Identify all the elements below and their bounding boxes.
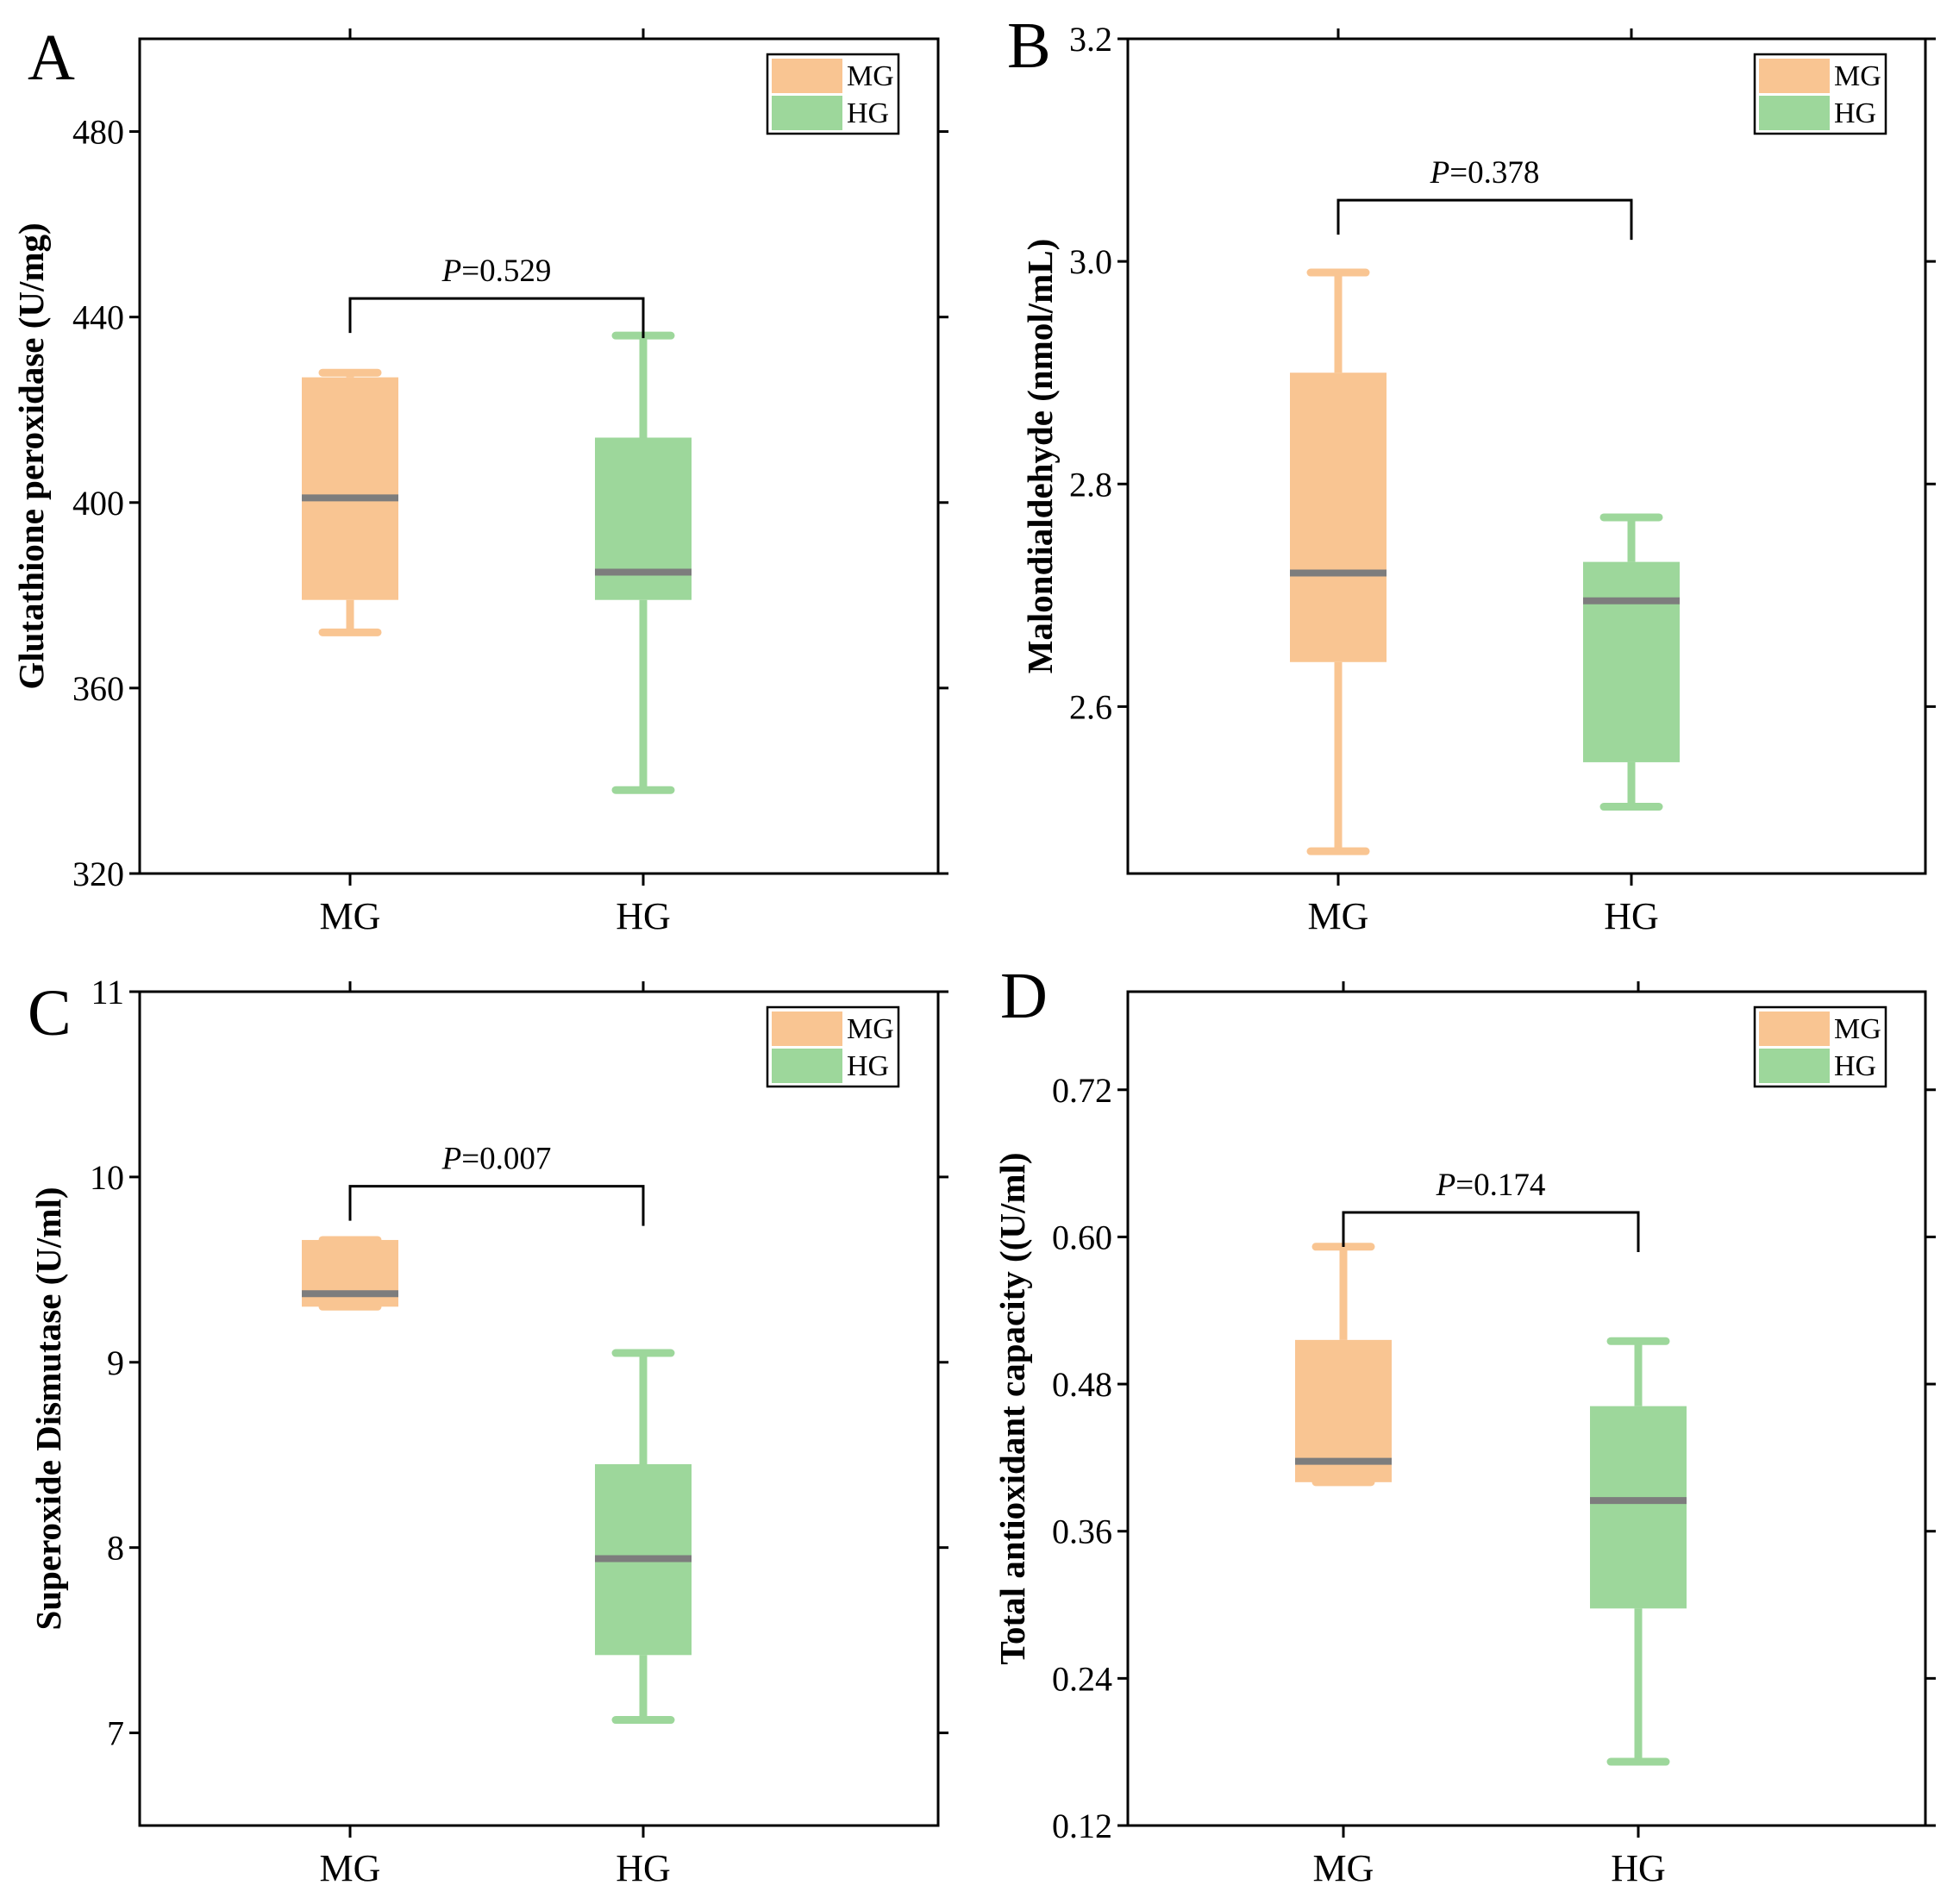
y-axis-title: Total antioxidant capacity ((U/ml) (992, 1152, 1032, 1664)
p-value-label: P=0.529 (441, 254, 552, 289)
p-value-label: P=0.007 (441, 1142, 552, 1177)
legend-label-hg: HG (1834, 1050, 1876, 1082)
p-value: =0.529 (461, 254, 551, 289)
legend-label-mg: MG (1834, 60, 1881, 92)
legend-label-hg: HG (1834, 97, 1876, 129)
legend-swatch-mg (1759, 1012, 1830, 1046)
plot-frame (1126, 990, 1927, 1827)
plot-frame (1126, 37, 1927, 875)
panel-b: B 2.6 2.8 3.0 3.2 MG HG Malondialdehyde (nmol/m… (1007, 9, 1936, 937)
x-category-label: HG (1611, 1847, 1666, 1889)
y-tick-label: 0.72 (1052, 1071, 1112, 1110)
x-category-label: MG (1313, 1847, 1374, 1889)
y-tick-label: 0.12 (1052, 1807, 1112, 1845)
x-category-label: HG (1604, 895, 1659, 937)
significance-bracket (1336, 198, 1633, 241)
panel-a: A 320 360 400 440 480 MG HG Glutathione peroxida… (11, 22, 948, 937)
box-iqr (1583, 561, 1680, 762)
y-axis-title: Malondialdehyde (nmol/mL) (1020, 239, 1060, 674)
y-tick-label: 360 (72, 669, 124, 708)
legend-swatch-mg (1759, 59, 1830, 93)
box-mg (1295, 1243, 1392, 1487)
panel-letter: B (1007, 9, 1051, 82)
legend-swatch-hg (1759, 96, 1830, 130)
p-value: =0.378 (1449, 155, 1539, 191)
box-iqr (595, 437, 692, 600)
panel-letter: A (28, 22, 75, 94)
box-mg (1290, 268, 1387, 855)
panel-letter: C (28, 977, 72, 1049)
y-tick-label: 7 (107, 1714, 124, 1753)
x-category-label: MG (320, 895, 381, 937)
y-tick-label: 2.6 (1069, 687, 1112, 726)
y-tick-label: 3.0 (1069, 242, 1112, 281)
y-tick-label: 9 (107, 1343, 124, 1382)
legend-swatch-hg (772, 1049, 842, 1083)
y-axis-title: Glutathione peroxidase (U/mg) (11, 222, 51, 689)
legend-label-mg: MG (847, 60, 894, 92)
p-symbol: P (1436, 1168, 1456, 1203)
y-tick-label: 400 (72, 484, 124, 523)
legend-swatch-mg (772, 59, 842, 93)
panel-d: D 0.12 0.24 0.36 0.48 0.60 0.72 MG HG Total antio… (992, 960, 1936, 1889)
y-tick-label: 0.60 (1052, 1218, 1112, 1256)
p-symbol: P (441, 254, 462, 289)
legend-label-mg: MG (1834, 1013, 1881, 1045)
legend-swatch-mg (772, 1012, 842, 1046)
box-hg (595, 331, 692, 794)
y-tick-label: 0.36 (1052, 1513, 1112, 1551)
significance-bracket (348, 1185, 645, 1226)
box-hg (1590, 1337, 1687, 1766)
y-tick-label: 8 (107, 1529, 124, 1568)
legend-label-mg: MG (847, 1013, 894, 1045)
x-category-label: MG (1308, 895, 1369, 937)
p-value: =0.007 (461, 1142, 551, 1177)
box-iqr (1590, 1406, 1687, 1609)
p-symbol: P (1430, 155, 1450, 191)
significance-bracket (348, 297, 645, 339)
box-hg (1583, 513, 1680, 811)
y-tick-label: 10 (90, 1158, 124, 1197)
panel-letter: D (1000, 960, 1048, 1032)
x-category-label: MG (320, 1847, 381, 1889)
p-value: =0.174 (1455, 1168, 1545, 1203)
box-mg (302, 1236, 398, 1311)
p-value-label: P=0.378 (1430, 155, 1540, 191)
legend-label-hg: HG (847, 1050, 889, 1082)
y-tick-label: 3.2 (1069, 20, 1112, 59)
plot-frame (138, 990, 940, 1827)
plot-frame (138, 37, 940, 875)
panel-c: C 7 8 9 10 11 MG HG Superoxide Dismutase (U/ml) P… (28, 973, 948, 1889)
y-tick-label: 0.24 (1052, 1659, 1112, 1698)
box-iqr (302, 377, 398, 600)
y-tick-label: 320 (72, 855, 124, 893)
y-tick-label: 11 (91, 973, 124, 1012)
y-tick-label: 2.8 (1069, 465, 1112, 504)
y-tick-label: 480 (72, 113, 124, 152)
legend: MG HG (1753, 53, 1887, 135)
legend: MG HG (1753, 1005, 1887, 1088)
x-category-label: HG (616, 1847, 671, 1889)
y-axis-title: Superoxide Dismutase (U/ml) (28, 1187, 68, 1630)
box-mg (302, 368, 398, 636)
legend-swatch-hg (1759, 1049, 1830, 1083)
legend-label-hg: HG (847, 97, 889, 129)
significance-bracket (1342, 1211, 1640, 1252)
legend-swatch-hg (772, 96, 842, 130)
y-tick-label: 440 (72, 298, 124, 337)
legend: MG HG (766, 53, 900, 135)
box-hg (595, 1349, 692, 1725)
p-symbol: P (441, 1142, 462, 1177)
legend: MG HG (766, 1005, 900, 1088)
y-tick-label: 0.48 (1052, 1365, 1112, 1404)
x-category-label: HG (616, 895, 671, 937)
p-value-label: P=0.174 (1436, 1168, 1546, 1203)
box-iqr (1290, 373, 1387, 662)
